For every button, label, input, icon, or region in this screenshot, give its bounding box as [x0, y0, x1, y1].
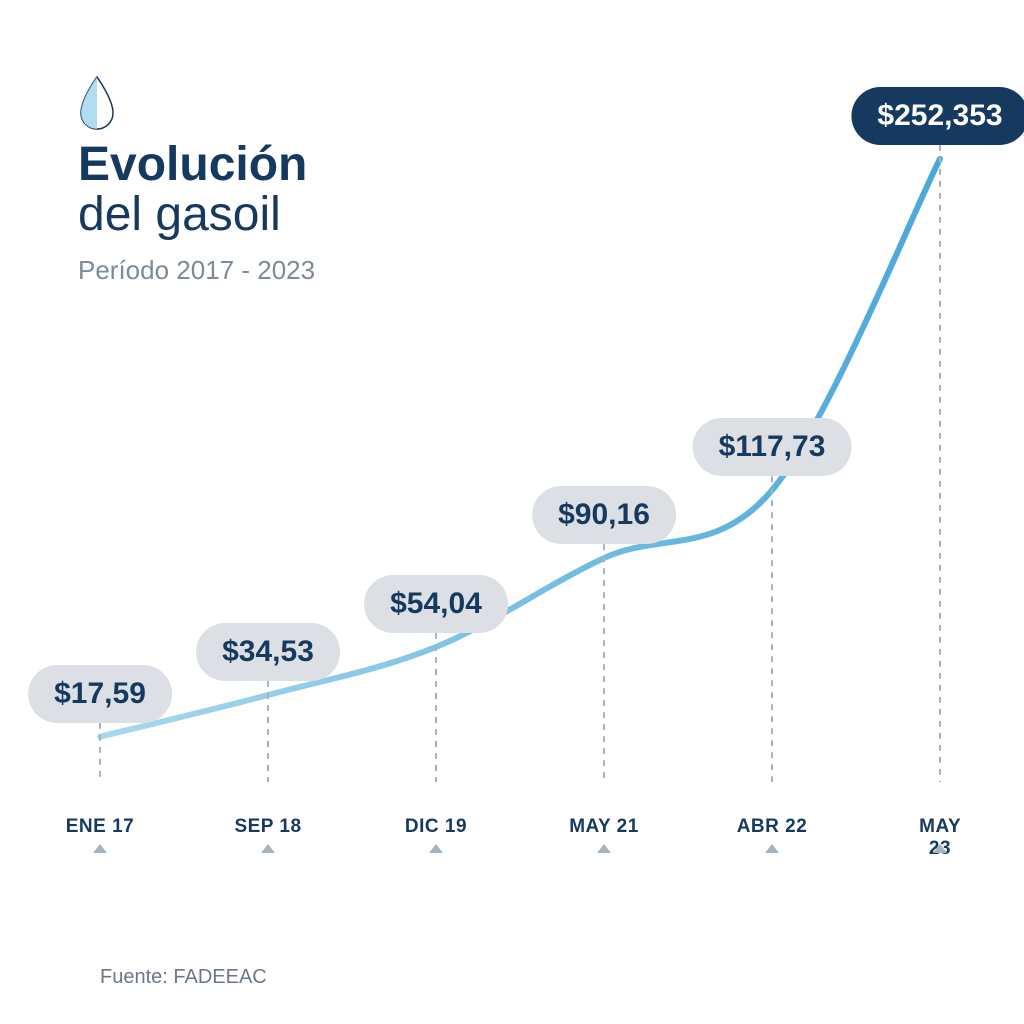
x-axis-tick: [429, 844, 443, 853]
x-axis-tick: [765, 844, 779, 853]
x-axis-label: SEP 18: [234, 816, 301, 838]
source-line: Fuente: FADEEAC: [100, 966, 267, 989]
source-prefix: Fuente:: [100, 966, 173, 988]
infographic-canvas: Evolución del gasoil Período 2017 - 2023…: [0, 0, 1024, 1024]
x-axis-label: DIC 19: [405, 816, 467, 838]
x-axis-tick: [597, 844, 611, 853]
x-axis-label: ABR 22: [737, 816, 808, 838]
chart-svg: [60, 110, 960, 850]
x-axis-label: ENE 17: [66, 816, 134, 838]
x-axis-label: MAY 21: [569, 816, 639, 838]
x-axis-label: MAY 23: [919, 816, 961, 860]
x-axis-tick: [933, 844, 947, 853]
source-text: FADEEAC: [173, 966, 266, 988]
x-axis-tick: [261, 844, 275, 853]
value-pill: $17,59: [28, 665, 172, 723]
value-pill: $252,353: [851, 87, 1024, 145]
value-pill: $90,16: [532, 486, 676, 544]
x-axis-tick: [93, 844, 107, 853]
value-pill: $117,73: [693, 418, 852, 476]
chart-area: $17,59ENE 17$34,53SEP 18$54,04DIC 19$90,…: [60, 110, 960, 850]
value-pill: $34,53: [196, 623, 340, 681]
value-pill: $54,04: [364, 575, 508, 633]
